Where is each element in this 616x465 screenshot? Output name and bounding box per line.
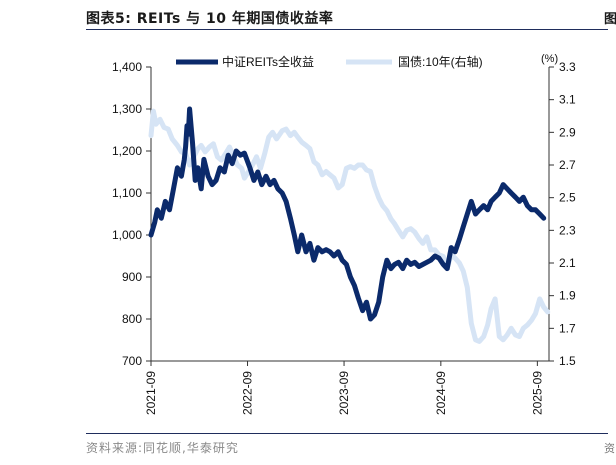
reits-series-line [148, 106, 547, 322]
x-axis-tick-label: 2021-09 [144, 371, 158, 415]
chart-series [148, 106, 551, 344]
legend-item-bond-yield-label: 国债:10年(右轴) [398, 54, 483, 69]
left-axis-tick-label: 1,100 [112, 186, 142, 200]
chart-legend: 中证REITs全收益 国债:10年(右轴) [176, 54, 483, 69]
left-axis-tick-label: 1,200 [112, 144, 142, 158]
line-chart: 1,400 1,300 1,200 1,100 1,000 900 800 700 3.3 3.1… [112, 53, 576, 415]
bond-yield-series-line [148, 108, 551, 344]
left-axis-tick-label: 1,400 [112, 60, 142, 74]
x-axis-tick-label: 2023-09 [337, 371, 351, 415]
source-divider [86, 433, 608, 434]
next-figure-edge-mark: 图 [604, 12, 616, 27]
source-note: 资料来源:同花顺,华泰研究 [86, 441, 239, 455]
legend-item-reits-label: 中证REITs全收益 [222, 54, 314, 69]
next-source-edge-mark: 资 [604, 442, 615, 455]
right-axis-tick-label: 1.7 [559, 321, 576, 335]
left-axis-tick-label: 1,300 [112, 102, 142, 116]
right-axis-tick-label: 1.9 [559, 289, 576, 303]
figure-title: 图表5: REITs 与 10 年期国债收益率 [86, 11, 334, 27]
left-axis-tick-label: 1,000 [112, 228, 142, 242]
right-axis-tick-label: 2.7 [559, 158, 576, 172]
left-axis-tick-label: 900 [122, 270, 142, 284]
right-axis-tick-label: 3.1 [559, 93, 576, 107]
chart-axes: 1,400 1,300 1,200 1,100 1,000 900 800 700 3.3 3.1… [112, 53, 576, 415]
right-axis-unit-label: (%) [541, 53, 558, 65]
left-axis-tick-label: 800 [122, 312, 142, 326]
left-axis-tick-label: 700 [122, 354, 142, 368]
right-axis-tick-label: 2.1 [559, 256, 576, 270]
x-axis-tick-label: 2022-09 [241, 371, 255, 415]
right-axis-tick-label: 1.5 [559, 354, 576, 368]
right-axis-tick-label: 3.3 [559, 60, 576, 74]
right-axis-tick-label: 2.5 [559, 191, 576, 205]
title-divider [86, 29, 608, 30]
right-axis-tick-label: 2.9 [559, 125, 576, 139]
x-axis-tick-label: 2025-09 [530, 371, 544, 415]
right-axis-tick-label: 2.3 [559, 223, 576, 237]
x-axis-tick-label: 2024-09 [434, 371, 448, 415]
